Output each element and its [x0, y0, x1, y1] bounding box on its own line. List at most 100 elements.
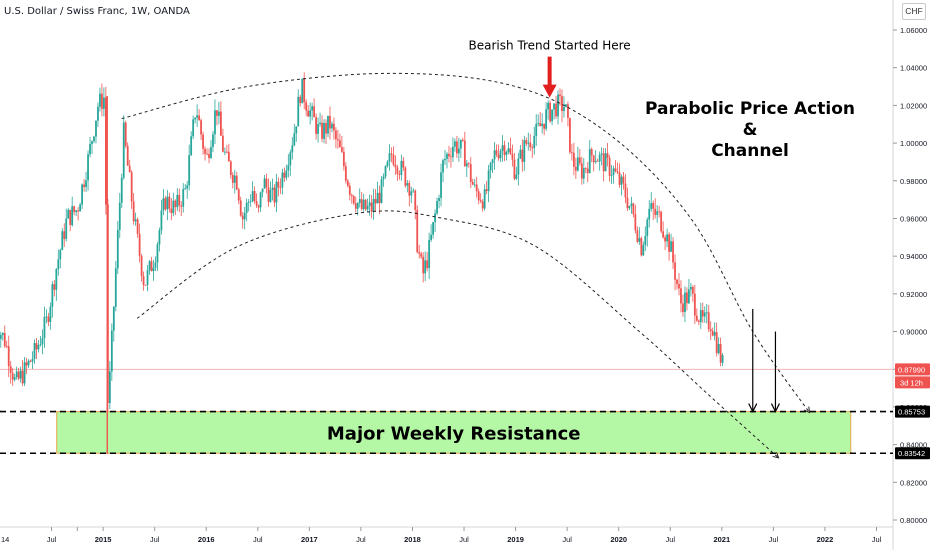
candle-body: [311, 106, 314, 111]
channel-lower-arrowhead: [772, 451, 780, 459]
candle-body: [9, 366, 12, 373]
candle-body: [686, 292, 688, 304]
candle-body: [578, 157, 581, 164]
currency-badge[interactable]: CHF: [902, 3, 926, 20]
candle-body: [378, 192, 381, 203]
candle-body: [180, 205, 183, 207]
x-tick-label: 2017: [301, 535, 318, 544]
candle-body: [184, 188, 187, 190]
candle-body: [202, 134, 204, 149]
candle-body: [110, 330, 113, 372]
candle-body: [444, 158, 446, 161]
candle-body: [664, 237, 667, 242]
candle-body: [104, 97, 107, 205]
candle-body: [233, 175, 236, 183]
candle-body: [223, 151, 226, 153]
candle-body: [156, 244, 159, 263]
candle-body: [646, 219, 649, 237]
candle-body: [27, 360, 30, 366]
candle-body: [541, 123, 544, 127]
candle-body: [517, 158, 520, 175]
candle-body: [190, 136, 193, 156]
candle-body: [477, 191, 480, 201]
candle-body: [166, 196, 169, 210]
candle-body: [13, 377, 16, 380]
candle-body: [329, 115, 331, 129]
candle-body: [214, 110, 216, 135]
candle-body: [15, 371, 18, 378]
y-tick-label: 0.92000: [900, 290, 927, 299]
candle-body: [693, 293, 696, 316]
candle-body: [614, 168, 617, 172]
candle-body: [717, 344, 720, 354]
candle-body: [459, 139, 462, 149]
candle-body: [638, 238, 641, 242]
candle-body: [450, 156, 452, 158]
candle-body: [71, 206, 74, 226]
candle-body: [309, 110, 312, 117]
candle-body: [235, 175, 238, 190]
candle-body: [295, 126, 298, 134]
candle-body: [656, 211, 659, 215]
candle-body: [212, 134, 214, 148]
candle-body: [572, 152, 575, 167]
candle-body: [103, 97, 105, 109]
candle-body: [293, 133, 296, 146]
candle-body: [402, 160, 405, 168]
projection-arrowhead-2: [770, 403, 780, 413]
candle-body: [400, 160, 403, 175]
resistance-bottom-badge: 0.83542: [895, 447, 930, 460]
x-tick-label: Jul: [47, 535, 57, 544]
candle-body: [539, 123, 542, 127]
candle-body: [31, 358, 34, 362]
candle-body: [559, 94, 561, 97]
candle-body: [210, 147, 212, 159]
countdown-badge-bg: [895, 376, 930, 389]
candle-body: [255, 201, 258, 206]
last-price-badge-bg: [895, 363, 930, 376]
candle-body: [574, 166, 577, 171]
candle-body: [436, 200, 438, 214]
candle-body: [662, 231, 665, 238]
candle-body: [277, 181, 280, 188]
candle-body: [481, 201, 484, 209]
candle-body: [69, 209, 72, 226]
parabolic-label-line-3: Channel: [711, 141, 789, 161]
candle-body: [136, 219, 139, 234]
candle-body: [713, 332, 716, 336]
candle-body: [507, 148, 510, 152]
candle-body: [315, 117, 317, 134]
candle-body: [678, 284, 680, 289]
candle-body: [644, 236, 647, 246]
candle-body: [122, 122, 125, 178]
candle-body: [19, 370, 22, 379]
candle-body: [489, 163, 492, 171]
candle-body: [505, 151, 508, 155]
y-tick-label: 1.04000: [900, 64, 927, 73]
candle-body: [555, 103, 557, 117]
candle-body: [396, 167, 399, 174]
candle-body: [654, 208, 657, 215]
candle-body: [719, 344, 722, 363]
candle-body: [247, 201, 250, 203]
candle-body: [543, 123, 546, 129]
candle-body: [134, 219, 137, 222]
candle-body: [368, 202, 371, 206]
candle-body: [479, 200, 482, 202]
y-tick-label: 0.82000: [900, 478, 927, 487]
candle-body: [525, 140, 528, 144]
candle-body: [438, 197, 440, 201]
x-tick-label: 2015: [95, 535, 112, 544]
candle-body: [392, 154, 395, 165]
y-tick-label: 0.84000: [900, 441, 927, 450]
candle-body: [372, 198, 375, 212]
candle-body: [251, 191, 254, 202]
candle-body: [275, 181, 278, 203]
candle-body: [59, 249, 62, 260]
candle-body: [285, 170, 288, 178]
candle-body: [333, 123, 335, 131]
candle-body: [95, 120, 97, 137]
candle-body: [101, 93, 103, 109]
candle-body: [418, 252, 421, 254]
